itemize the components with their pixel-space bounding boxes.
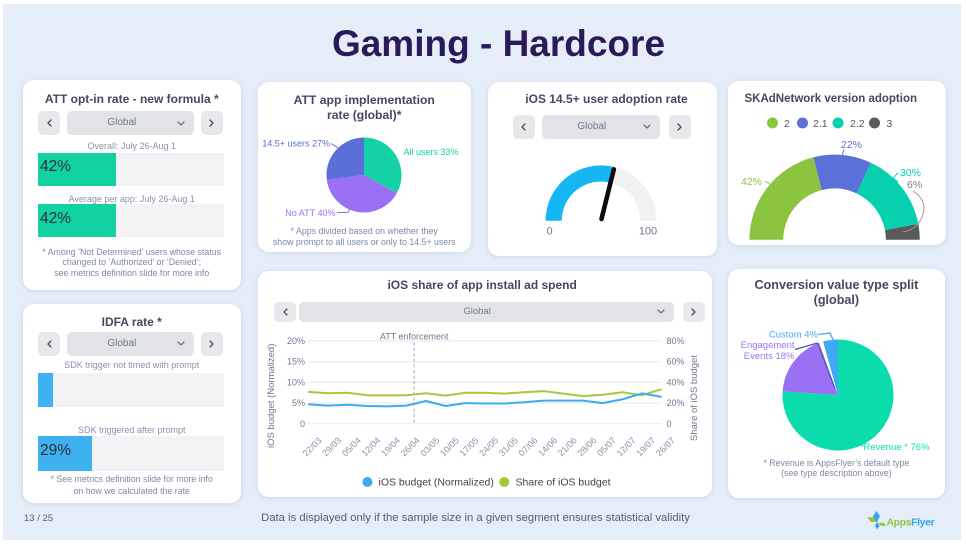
svg-text:AppsFlyer: AppsFlyer [887,517,935,529]
svg-text:31/05: 31/05 [497,435,520,458]
svg-text:30%: 30% [900,167,921,179]
svg-text:19/07: 19/07 [635,435,658,458]
svg-text:03/05: 03/05 [419,435,442,458]
svg-text:Events 18%: Events 18% [744,351,795,362]
svg-text:No ATT 40%: No ATT 40% [286,208,336,218]
svg-text:15%: 15% [287,356,305,366]
svg-text:2.2: 2.2 [850,118,865,130]
svg-text:21/06: 21/06 [556,435,579,458]
svg-text:Share of iOS budget: Share of iOS budget [689,354,700,440]
svg-text:05/07: 05/07 [595,435,618,458]
svg-text:iOS budget (Normalized): iOS budget (Normalized) [379,477,494,488]
svg-text:14/06: 14/06 [537,435,560,458]
svg-text:24/05: 24/05 [478,435,501,458]
svg-text:6%: 6% [907,179,922,191]
svg-text:20%: 20% [667,398,685,408]
svg-text:Revenue * 76%: Revenue * 76% [864,442,931,453]
svg-text:60%: 60% [667,356,685,366]
svg-text:42%: 42% [741,176,762,188]
svg-text:22/03: 22/03 [301,435,324,458]
svg-text:0: 0 [300,418,305,428]
svg-text:100: 100 [639,225,657,237]
svg-text:All users 33%: All users 33% [404,147,459,157]
svg-text:12/04: 12/04 [360,435,383,458]
svg-text:80%: 80% [667,336,685,346]
svg-text:Custom 4%: Custom 4% [769,330,819,341]
svg-text:10/05: 10/05 [438,435,461,458]
svg-text:26/07: 26/07 [654,435,677,458]
svg-text:19/04: 19/04 [379,435,402,458]
svg-text:12/07: 12/07 [615,435,638,458]
svg-text:29/03: 29/03 [321,435,344,458]
svg-text:40%: 40% [667,377,685,387]
svg-text:05/04: 05/04 [340,435,363,458]
svg-text:Engagement: Engagement [741,340,795,351]
svg-text:3: 3 [887,118,893,130]
svg-text:14.5+ users 27%: 14.5+ users 27% [263,139,331,149]
svg-text:07/06: 07/06 [517,435,540,458]
svg-text:Share of iOS budget: Share of iOS budget [516,477,611,488]
svg-text:iOS budget (Normalized): iOS budget (Normalized) [266,343,277,447]
svg-text:0: 0 [667,418,672,428]
svg-text:2.1: 2.1 [813,118,828,130]
svg-text:10%: 10% [287,377,305,387]
svg-text:20%: 20% [287,336,305,346]
svg-text:0: 0 [546,225,552,237]
svg-text:17/05: 17/05 [458,435,481,458]
svg-text:28/06: 28/06 [576,435,599,458]
svg-text:22%: 22% [841,139,862,151]
svg-text:26/04: 26/04 [399,435,422,458]
svg-text:ATT enforcement: ATT enforcement [380,331,449,341]
svg-text:5%: 5% [292,398,305,408]
svg-text:2: 2 [784,118,790,130]
